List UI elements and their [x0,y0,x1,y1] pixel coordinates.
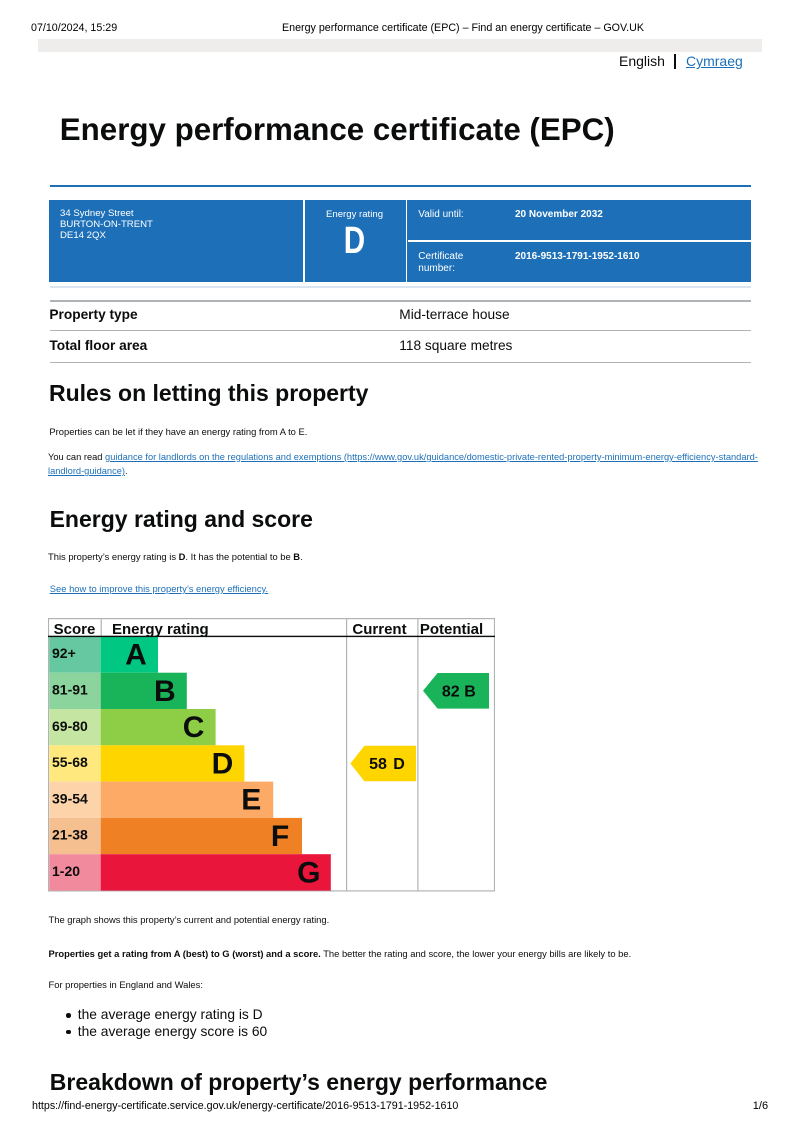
svg-text:D: D [393,756,405,773]
svg-text:81-91: 81-91 [52,681,88,697]
svg-text:Current: Current [352,620,406,637]
svg-text:Score: Score [54,620,96,637]
svg-text:Energy rating: Energy rating [112,620,209,637]
svg-text:C: C [183,711,205,744]
svg-text:55-68: 55-68 [52,754,88,770]
svg-text:E: E [241,783,261,816]
svg-text:92+: 92+ [52,645,76,661]
svg-text:B: B [154,674,176,707]
svg-text:A: A [125,638,147,671]
svg-text:B: B [464,683,476,700]
svg-text:D: D [212,747,234,780]
svg-text:Potential: Potential [420,620,483,637]
svg-text:G: G [297,856,320,889]
svg-text:69-80: 69-80 [52,717,88,733]
svg-text:21-38: 21-38 [52,826,88,842]
svg-text:F: F [271,820,289,853]
svg-text:82: 82 [442,683,460,700]
svg-text:1-20: 1-20 [52,863,80,879]
svg-text:39-54: 39-54 [52,790,88,806]
svg-text:58: 58 [369,756,387,773]
